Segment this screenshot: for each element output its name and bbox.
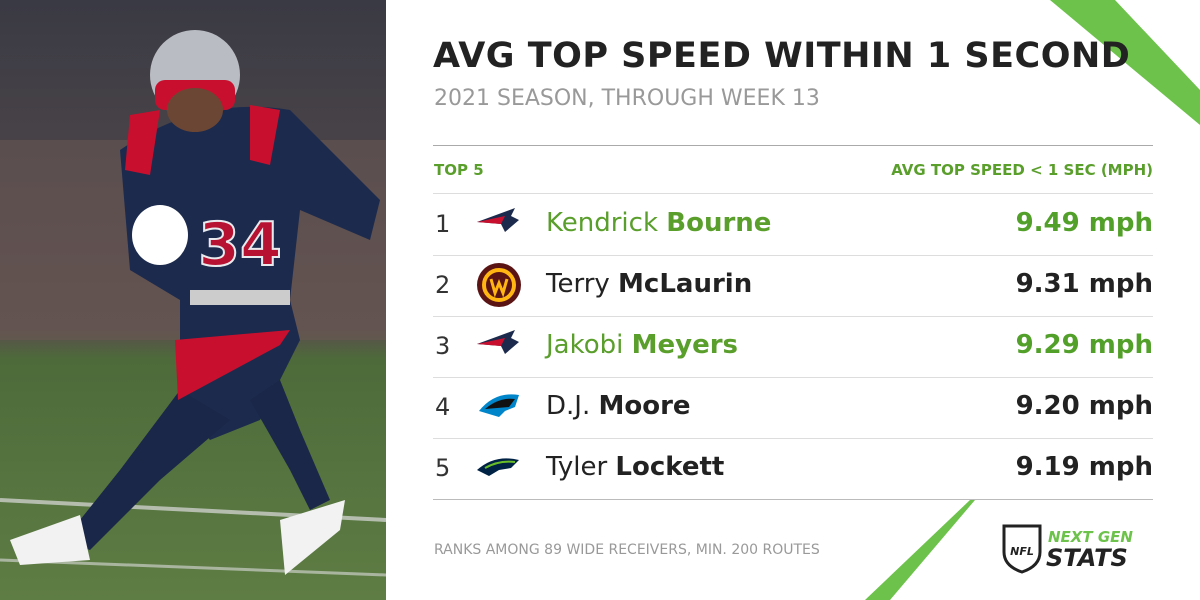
team-logo xyxy=(477,330,519,354)
last-name: Bourne xyxy=(666,208,772,238)
table-row: 4 D.J. Moore 9.20 mph xyxy=(433,377,1153,437)
divider xyxy=(433,499,1153,500)
rank: 1 xyxy=(435,210,451,238)
player-name: Terry McLaurin xyxy=(546,269,752,299)
table-row: 3 Jakobi Meyers 9.29 mph xyxy=(433,316,1153,376)
last-name: Moore xyxy=(598,391,691,421)
player-name: Jakobi Meyers xyxy=(546,330,738,360)
first-name: D.J. xyxy=(546,391,591,421)
team-logo xyxy=(479,394,519,417)
speed: 9.20 mph xyxy=(1015,391,1153,421)
player-photo: 34 xyxy=(0,0,386,600)
speed: 9.49 mph xyxy=(1015,208,1153,238)
first-name: Tyler xyxy=(546,452,608,482)
last-name: Lockett xyxy=(615,452,725,482)
table-row: 1 Kendrick Bourne 9.49 mph xyxy=(433,194,1153,254)
column-header: TOP 5 xyxy=(434,161,484,179)
rank: 3 xyxy=(435,332,451,360)
logo-text: NEXT GEN xyxy=(1048,528,1133,546)
footnote: RANKS AMONG 89 WIDE RECEIVERS, MIN. 200 … xyxy=(434,542,820,558)
svg-text:34: 34 xyxy=(198,210,282,280)
rank: 4 xyxy=(435,393,451,421)
column-header: AVG TOP SPEED < 1 SEC (MPH) xyxy=(891,161,1153,179)
first-name: Terry xyxy=(546,269,610,299)
player-name: Tyler Lockett xyxy=(546,452,724,482)
speed: 9.19 mph xyxy=(1015,452,1153,482)
last-name: McLaurin xyxy=(618,269,753,299)
team-logo xyxy=(477,263,521,307)
first-name: Jakobi xyxy=(546,330,624,360)
divider xyxy=(433,316,1153,317)
divider xyxy=(433,377,1153,378)
first-name: Kendrick xyxy=(546,208,658,238)
subtitle: 2021 SEASON, THROUGH WEEK 13 xyxy=(434,86,820,111)
player-name: D.J. Moore xyxy=(546,391,691,421)
divider xyxy=(433,438,1153,439)
rank: 5 xyxy=(435,454,451,482)
divider xyxy=(433,145,1153,146)
divider xyxy=(433,255,1153,256)
accent-stripe xyxy=(1050,0,1200,125)
logo-text: STATS xyxy=(1046,544,1128,572)
player-name: Kendrick Bourne xyxy=(546,208,771,238)
last-name: Meyers xyxy=(631,330,739,360)
table-row: 2 Terry McLaurin 9.31 mph xyxy=(433,255,1153,315)
accent-stripe xyxy=(865,500,975,600)
title: AVG TOP SPEED WITHIN 1 SECOND xyxy=(433,36,1131,76)
table-row: 5 Tyler Lockett 9.19 mph xyxy=(433,438,1153,498)
divider xyxy=(433,193,1153,194)
speed: 9.29 mph xyxy=(1015,330,1153,360)
logo-shield: NFL xyxy=(1010,545,1034,558)
team-logo xyxy=(477,458,519,476)
team-logo xyxy=(477,208,519,232)
speed: 9.31 mph xyxy=(1015,269,1153,299)
rank: 2 xyxy=(435,271,451,299)
ngs-logo: NFL NEXT GEN STATS xyxy=(1002,524,1133,574)
